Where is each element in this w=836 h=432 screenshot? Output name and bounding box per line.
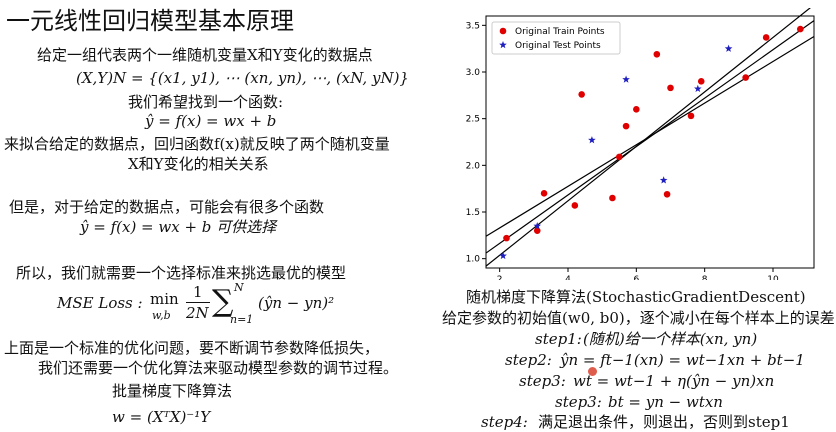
legend-train-label: Original Train Points	[515, 27, 605, 37]
pointer-dot	[588, 367, 597, 376]
optimization-text: 上面是一个标准的优化问题，要不断调节参数降低损失，	[4, 339, 380, 357]
train-point	[578, 91, 585, 98]
step1-text: (随机)给一个样本(xn, yn)	[583, 330, 758, 348]
test-point	[533, 222, 542, 230]
legend-test-label: Original Test Points	[515, 41, 601, 51]
train-point	[663, 190, 671, 198]
regression-scatter-chart: 2 4 6 8 10 1.0 1.5 2.0 2.5 3.0 3.5 Original Train …	[466, 8, 815, 280]
test-point	[724, 44, 733, 52]
step3a-text: wt = wt−1 + η(ŷn − yn)xn	[573, 372, 775, 390]
step3b-label: step3:	[555, 393, 602, 411]
mse-term: (ŷn − yn)²	[258, 294, 335, 312]
step4-text: 满足退出条件，则退出，否则到step1	[538, 413, 790, 431]
test-point	[622, 75, 630, 83]
train-point	[742, 74, 749, 81]
legend-train-marker	[499, 27, 507, 35]
train-point	[503, 234, 510, 242]
normal-equation: w = (XᵀX)⁻¹Y	[112, 408, 211, 426]
data-points	[499, 25, 804, 260]
regression-line	[485, 20, 815, 254]
chart-axes: 2 4 6 8 10 1.0 1.5 2.0 2.5 3.0 3.5	[466, 15, 815, 280]
batch-gd-title: 批量梯度下降算法	[112, 382, 233, 400]
y-tick-label: 1.0	[466, 255, 481, 265]
x-tick-label: 10	[767, 275, 779, 280]
data-points-formula: (X,Y)N = {(x1, y1), ⋯ (xn, yn), ⋯, (xN, …	[76, 69, 409, 87]
step3b-text: bt = yn − wtxn	[608, 393, 723, 411]
mse-sum-lower: n=1	[230, 313, 254, 326]
train-point	[540, 190, 548, 197]
plot-frame	[485, 15, 815, 269]
y-tick-label: 1.5	[466, 208, 480, 218]
train-point	[609, 194, 616, 202]
train-point	[633, 106, 640, 113]
test-point	[659, 176, 668, 184]
candidate-function: ŷ = f(x) = wx + b 可供选择	[80, 218, 277, 236]
sgd-intro: 给定参数的初始值(w0, b0)，逐个减小在每个样本上的误差	[442, 309, 835, 327]
train-point	[571, 202, 579, 209]
train-point	[533, 227, 541, 234]
regression-lines	[485, 8, 815, 267]
test-point	[588, 136, 596, 144]
mse-fraction-bar	[186, 302, 210, 303]
y-tick-label: 3.5	[466, 21, 480, 31]
regression-function: ŷ = f(x) = wx + b	[145, 112, 277, 130]
mse-sum-upper: N	[234, 281, 244, 294]
train-point	[762, 34, 770, 41]
train-point	[615, 153, 623, 161]
y-tick-label: 3.0	[466, 68, 481, 78]
y-tick-label: 2.5	[466, 115, 480, 125]
train-point	[697, 78, 705, 85]
mse-fraction-denominator: 2N	[186, 304, 209, 322]
slide-title: 一元线性回归模型基本原理	[6, 7, 294, 35]
y-tick-label: 2.0	[466, 161, 481, 171]
x-tick-label: 2	[497, 275, 503, 280]
mse-label: MSE Loss :	[57, 294, 143, 312]
mse-min: min	[150, 290, 179, 308]
train-point	[667, 84, 674, 92]
train-point	[687, 112, 695, 120]
optimizer-text: 我们还需要一个优化算法来驱动模型参数的调节过程。	[38, 359, 399, 377]
test-point	[499, 251, 507, 260]
chart-legend: Original Train Points Original Test Point…	[491, 21, 621, 55]
hope-text: 我们希望找到一个函数:	[128, 93, 284, 111]
many-functions-text: 但是，对于给定的数据点，可能会有很多个函数	[9, 198, 325, 216]
legend-test-marker	[499, 41, 507, 49]
mse-sum-sign: ∑	[212, 284, 234, 319]
intro-text: 给定一组代表两个一维随机变量X和Y变化的数据点	[37, 46, 373, 64]
step2-label: step2:	[505, 351, 552, 369]
train-point	[797, 25, 804, 33]
legend-box	[491, 21, 621, 55]
criterion-text: 所以，我们就需要一个选择标准来挑选最优的模型	[16, 264, 347, 282]
x-tick-label: 6	[633, 275, 639, 280]
regression-line	[485, 8, 811, 267]
train-point	[622, 122, 630, 130]
step1-label: step1:	[535, 330, 582, 348]
step4-label: step4:	[481, 413, 528, 431]
mse-min-subscript: w,b	[152, 309, 171, 322]
x-tick-label: 4	[565, 275, 571, 280]
fit-description: 来拟合给定的数据点，回归函数f(x)就反映了两个随机变量	[4, 135, 390, 153]
step2-text: ŷn = ft−1(xn) = wt−1xn + bt−1	[560, 351, 805, 369]
correlation-text: X和Y变化的相关关系	[128, 155, 269, 173]
train-point	[653, 50, 661, 58]
mse-fraction-numerator: 1	[193, 283, 203, 301]
step3a-label: step3:	[519, 372, 566, 390]
x-tick-label: 8	[702, 275, 708, 280]
test-point	[694, 84, 702, 93]
sgd-title: 随机梯度下降算法(StochasticGradientDescent)	[466, 288, 806, 306]
